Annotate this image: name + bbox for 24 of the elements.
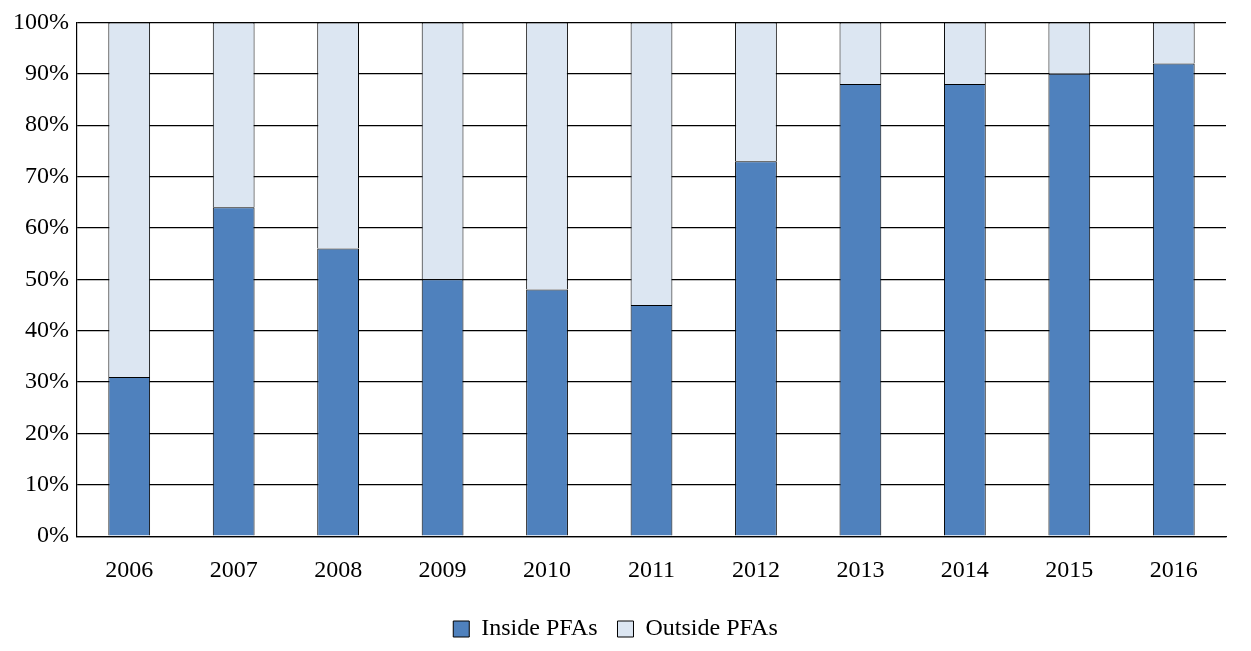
- y-tick-label: 40%: [24, 315, 69, 342]
- x-tick-label: 2011: [627, 555, 676, 582]
- y-tick-label: 10%: [24, 470, 69, 497]
- y-tick-label: 90%: [24, 59, 69, 86]
- x-tick-label: 2016: [1149, 555, 1198, 582]
- y-tick-label: 60%: [24, 213, 69, 240]
- x-tick-label: 2010: [523, 555, 572, 582]
- x-tick-label: 2013: [836, 555, 885, 582]
- legend-label: Inside PFAs: [481, 614, 598, 641]
- x-tick-label: 2012: [731, 555, 780, 582]
- x-tick-label: 2009: [418, 555, 467, 582]
- y-tick-label: 100%: [12, 7, 69, 34]
- y-tick-label: 80%: [24, 110, 69, 137]
- x-tick-label: 2015: [1045, 555, 1094, 582]
- y-tick-label: 0%: [36, 521, 69, 548]
- y-tick-label: 50%: [24, 264, 69, 291]
- legend-label: Outside PFAs: [645, 614, 778, 641]
- x-tick-label: 2007: [209, 555, 258, 582]
- y-tick-label: 20%: [24, 418, 69, 445]
- y-tick-label: 30%: [24, 367, 69, 394]
- x-tick-label: 2014: [940, 555, 989, 582]
- y-tick-label: 70%: [24, 161, 69, 188]
- x-tick-label: 2008: [314, 555, 363, 582]
- x-tick-label: 2006: [105, 555, 154, 582]
